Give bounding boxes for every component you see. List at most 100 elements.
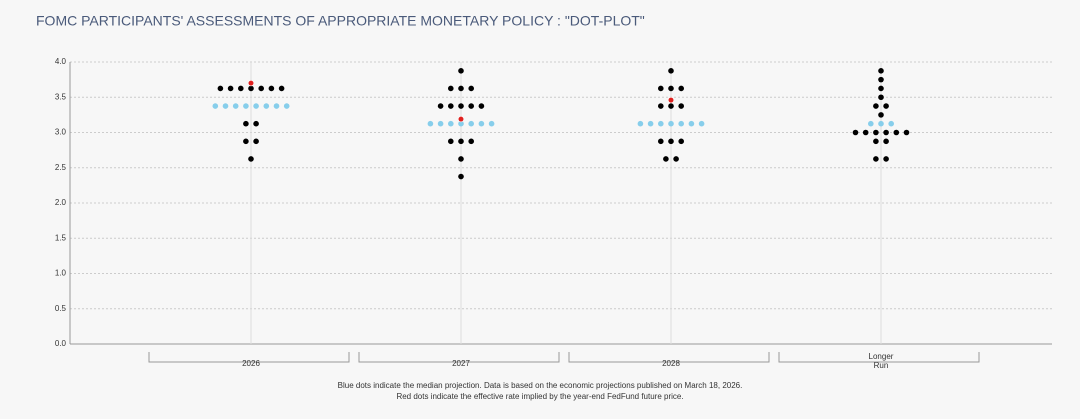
median-dot	[868, 120, 874, 127]
dot	[668, 103, 674, 109]
dot	[883, 103, 889, 109]
dot	[658, 103, 664, 109]
median-dot	[243, 103, 249, 109]
x-tick-label: 2026	[242, 359, 260, 368]
x-tick-label: 2027	[452, 359, 470, 368]
y-tick-label: 3.5	[55, 92, 67, 101]
dot	[258, 85, 265, 92]
category-bracket	[568, 352, 770, 363]
y-tick-label: 0.5	[55, 304, 67, 313]
dot	[668, 68, 674, 74]
dot	[673, 156, 679, 162]
futures-dot	[667, 96, 675, 104]
dot	[878, 68, 884, 74]
dot	[448, 103, 454, 109]
dot	[873, 138, 879, 145]
median-dot	[458, 120, 464, 127]
dot	[873, 129, 879, 136]
median-dot	[658, 120, 664, 127]
dot	[458, 138, 464, 145]
dot	[878, 76, 884, 83]
category-bracket	[358, 352, 560, 363]
median-dot	[698, 120, 705, 127]
median-dot	[468, 120, 475, 127]
median-dot	[283, 103, 290, 109]
dot	[668, 85, 674, 92]
dot	[893, 129, 900, 136]
dot	[458, 85, 464, 92]
median-dot	[273, 103, 280, 109]
dot	[862, 129, 869, 136]
y-tick-label: 2.5	[55, 163, 67, 172]
dot	[227, 85, 234, 92]
median-dot	[263, 103, 270, 109]
dot	[878, 85, 884, 92]
median-dot	[668, 120, 674, 127]
dot	[448, 138, 454, 145]
dot	[883, 129, 889, 136]
dot	[268, 85, 275, 92]
median-dot	[478, 120, 485, 127]
dot	[883, 156, 889, 162]
dot	[458, 156, 464, 162]
y-tick-label: 2.0	[55, 198, 67, 207]
dot	[238, 85, 244, 92]
dot	[217, 85, 224, 92]
dot	[468, 103, 475, 109]
median-dot	[678, 120, 684, 127]
median-dot	[448, 120, 454, 127]
chart-title: FOMC PARTICIPANTS' ASSESSMENTS OF APPROP…	[36, 13, 645, 29]
median-dot	[437, 120, 444, 127]
dot	[658, 85, 664, 92]
median-dot	[647, 120, 654, 127]
dot	[437, 103, 444, 109]
median-dot	[212, 103, 219, 109]
median-dot	[222, 103, 229, 109]
dot	[658, 138, 664, 145]
dot	[663, 156, 669, 162]
dot	[678, 138, 684, 145]
dot	[883, 138, 889, 145]
dot	[448, 85, 454, 92]
dot	[878, 94, 884, 101]
dot	[243, 120, 249, 127]
dot	[468, 138, 475, 145]
dot	[253, 138, 259, 145]
x-tick-label: 2028	[662, 359, 680, 368]
x-tick-label: Run	[874, 361, 889, 370]
dot	[852, 129, 859, 136]
median-dot	[688, 120, 695, 127]
dot	[248, 156, 254, 162]
dot	[878, 112, 884, 118]
y-tick-label: 4.0	[55, 57, 67, 66]
median-dot	[253, 103, 259, 109]
dot	[458, 173, 464, 180]
category-bracket	[778, 352, 980, 363]
dot	[253, 120, 259, 127]
dot	[248, 85, 254, 92]
median-dot	[427, 120, 434, 127]
dot	[458, 68, 464, 74]
median-dot	[878, 120, 884, 127]
dot	[243, 138, 249, 145]
dot	[278, 85, 285, 92]
dot	[468, 85, 475, 92]
footnote: Blue dots indicate the median projection…	[338, 381, 743, 390]
dot	[668, 138, 674, 145]
dot	[458, 103, 464, 109]
y-tick-label: 3.0	[55, 128, 67, 137]
y-tick-label: 0.0	[55, 339, 67, 348]
futures-dot	[457, 116, 465, 123]
dot	[678, 85, 684, 92]
dot	[478, 103, 485, 109]
category-bracket	[148, 352, 350, 363]
y-tick-label: 1.0	[55, 269, 67, 278]
futures-dot	[247, 80, 255, 87]
dot	[873, 103, 879, 109]
footnote: Red dots indicate the effective rate imp…	[396, 392, 683, 401]
median-dot	[488, 120, 495, 127]
y-tick-label: 1.5	[55, 233, 67, 242]
x-tick-label: Longer	[869, 352, 894, 361]
dot	[678, 103, 684, 109]
